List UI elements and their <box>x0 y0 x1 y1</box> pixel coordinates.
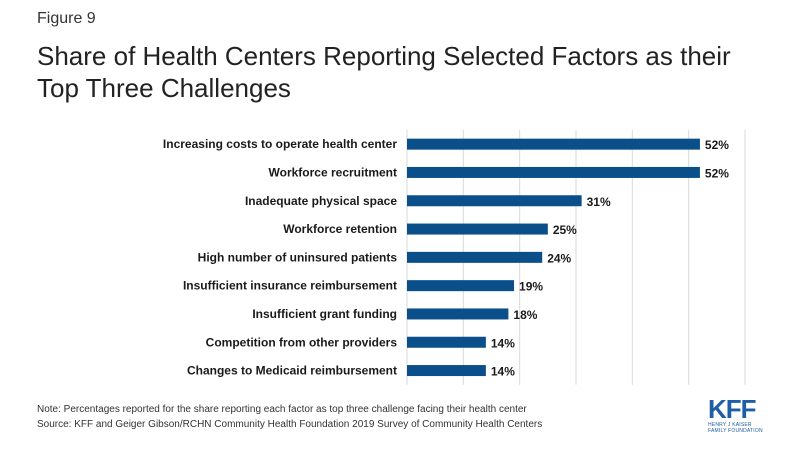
chart-source: Source: KFF and Geiger Gibson/RCHN Commu… <box>37 419 543 430</box>
bar <box>407 365 486 377</box>
value-label: 19% <box>519 280 543 294</box>
value-label: 18% <box>513 308 537 322</box>
value-label: 14% <box>491 336 515 350</box>
figure-label: Figure 9 <box>37 10 96 27</box>
value-label: 14% <box>491 365 515 379</box>
chart-note: Note: Percentages reported for the share… <box>37 404 527 415</box>
value-labels: 52% 52% 31% 25% 24% 19% 18% 14% 14% <box>491 138 729 378</box>
category-labels: Increasing costs to operate health cente… <box>163 137 397 377</box>
bar <box>407 223 548 235</box>
category-label: Increasing costs to operate health cente… <box>163 137 397 151</box>
bar <box>407 308 509 320</box>
logo-line-2: FAMILY FOUNDATION <box>708 428 763 434</box>
category-label: Competition from other providers <box>206 335 398 349</box>
kff-logo: KFF HENRY J KAISER FAMILY FOUNDATION <box>708 396 768 440</box>
bar <box>407 166 700 178</box>
value-label: 52% <box>705 166 729 180</box>
category-label: Inadequate physical space <box>245 194 397 208</box>
value-label: 31% <box>587 195 611 209</box>
chart-title: Share of Health Centers Reporting Select… <box>37 41 731 103</box>
category-label: Insufficient insurance reimbursement <box>183 279 397 293</box>
value-label: 52% <box>705 138 729 152</box>
logo-line-1: HENRY J KAISER <box>708 422 752 428</box>
value-label: 25% <box>553 223 577 237</box>
bar <box>407 336 486 348</box>
category-label: Insufficient grant funding <box>252 307 397 321</box>
bars <box>407 138 700 377</box>
category-label: Workforce recruitment <box>269 165 397 179</box>
bar <box>407 280 515 292</box>
category-label: High number of uninsured patients <box>198 250 398 264</box>
logo-wordmark: KFF <box>708 394 757 424</box>
bar-chart: Increasing costs to operate health cente… <box>163 130 746 385</box>
value-label: 24% <box>547 251 571 265</box>
bar <box>407 138 700 150</box>
bar <box>407 251 543 263</box>
bar <box>407 195 582 207</box>
category-label: Workforce retention <box>283 222 397 236</box>
category-label: Changes to Medicaid reimbursement <box>187 364 397 378</box>
